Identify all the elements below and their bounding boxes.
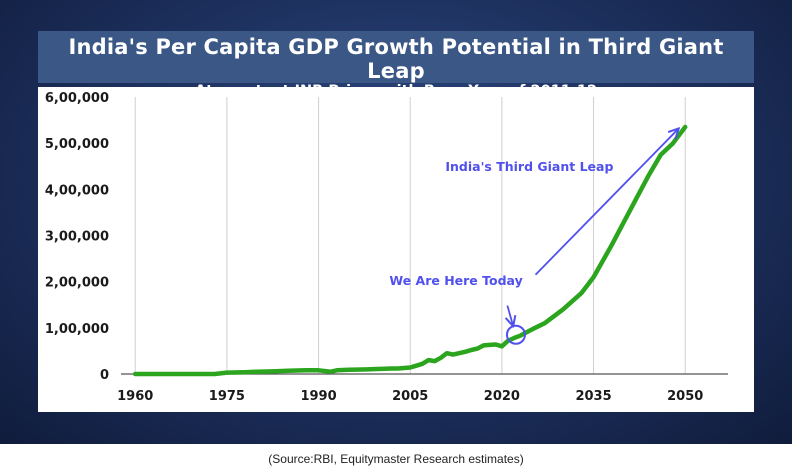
title-banner: India's Per Capita GDP Growth Potential … [38, 31, 754, 99]
line-chart: 0 1,00,000 2,00,000 3,00,000 4,00,000 5,00,00… [45, 91, 728, 404]
y-tick-label: 2,00,000 [45, 276, 109, 291]
y-tick-label: 1,00,000 [45, 322, 109, 337]
x-tick-label: 1975 [209, 389, 245, 404]
plot-panel: 0 1,00,000 2,00,000 3,00,000 4,00,000 5,00,00… [38, 87, 754, 412]
y-tick-label: 5,00,000 [45, 137, 109, 152]
leap-annotation: India's Third Giant Leap [445, 159, 613, 174]
y-tick-label: 6,00,000 [45, 91, 109, 106]
x-tick-label: 2005 [392, 389, 428, 404]
today-arrow [507, 305, 513, 325]
x-tick-label: 1990 [300, 389, 336, 404]
x-tick-label: 2050 [667, 389, 703, 404]
y-tick-label: 3,00,000 [45, 230, 109, 245]
x-tick-label: 2020 [484, 389, 520, 404]
leap-arrow [534, 129, 678, 276]
series-line [132, 124, 688, 377]
chart-title: India's Per Capita GDP Growth Potential … [68, 35, 724, 83]
x-tick-label: 1960 [117, 389, 153, 404]
y-tick-label: 0 [100, 368, 109, 383]
source-note: (Source:RBI, Equitymaster Research estim… [268, 452, 524, 466]
today-annotation: We Are Here Today [389, 273, 522, 288]
y-tick-label: 4,00,000 [45, 183, 109, 198]
x-tick-label: 2035 [575, 389, 611, 404]
